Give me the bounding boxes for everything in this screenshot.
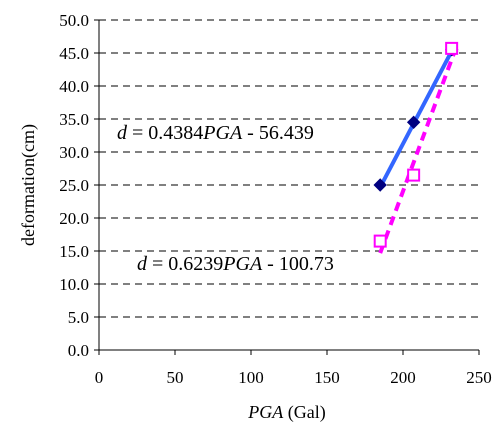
eq2-tail: - 100.73 [262,253,334,275]
equation-series-1: d = 0.4384PGA - 56.439 [117,122,314,144]
y-tick-label: 20.0 [59,209,89,228]
y-tick-label: 40.0 [59,77,89,96]
y-tick-label: 0.0 [68,341,89,360]
x-tick-label: 250 [466,368,492,387]
y-tick-label: 45.0 [59,44,89,63]
data-point-series-2 [373,234,387,248]
x-tick-label: 150 [314,368,340,387]
y-tick-label: 30.0 [59,143,89,162]
x-tick-label: 100 [238,368,264,387]
data-points [373,41,459,248]
y-axis-title: deformation(cm) [18,124,39,246]
equation-series-2: d = 0.6239PGA - 100.73 [137,253,334,275]
y-tick-label: 50.0 [59,11,89,30]
x-axis-unit: (Gal) [283,402,325,423]
y-tick-label: 35.0 [59,110,89,129]
x-tick-label: 200 [390,368,416,387]
eq1-pga: PGA [202,122,243,144]
eq1-var: d [117,122,128,144]
eq2-pga: PGA [222,253,263,275]
y-tick-label: 5.0 [68,308,89,327]
eq1-tail: - 56.439 [242,122,314,144]
eq2-middle: = 0.6239 [147,253,223,275]
y-tick-label: 15.0 [59,242,89,261]
eq2-var: d [137,253,148,275]
y-tick-label: 25.0 [59,176,89,195]
trendline-series-2 [378,50,457,254]
data-point-series-2 [445,41,459,55]
x-axis-var: PGA [247,402,284,422]
data-point-series-2 [407,168,421,182]
x-tick-label: 50 [167,368,184,387]
eq1-middle: = 0.4384 [127,122,203,144]
y-tick-label: 10.0 [59,275,89,294]
x-tick-labels: 0 50 100 150 200 250 [95,368,492,387]
y-tick-labels: 0.0 5.0 10.0 15.0 20.0 25.0 30.0 35.0 40.0 45.0 50… [59,11,89,360]
data-point-series-1 [406,115,421,130]
x-tick-label: 0 [95,368,104,387]
axes [94,19,480,355]
x-axis-title: PGA (Gal) [247,402,325,423]
data-point-series-1 [373,178,387,192]
